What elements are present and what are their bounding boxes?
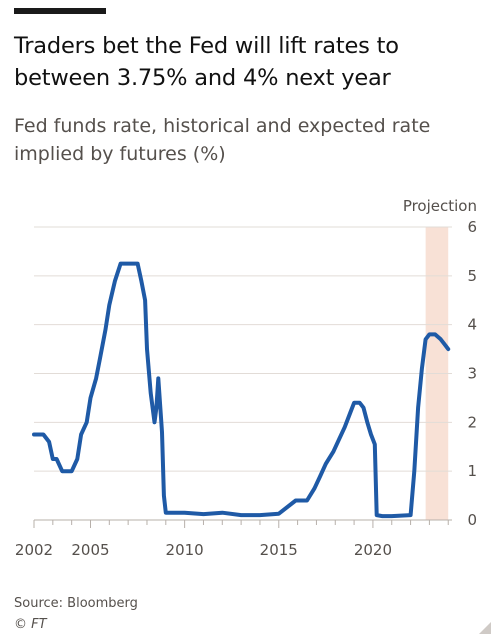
data-point — [220, 511, 224, 515]
gridlines — [34, 226, 452, 472]
tick-labels: 0 1 2 3 4 5 6 2002 2005 2010 2015 2020 — [15, 218, 477, 559]
data-point — [41, 433, 45, 436]
data-point — [299, 499, 303, 502]
data-point — [75, 457, 79, 461]
data-point — [36, 433, 40, 436]
data-point — [32, 433, 36, 436]
data-point — [416, 406, 420, 410]
data-point — [433, 332, 437, 336]
line-chart: Projection 0 1 2 3 4 5 6 2002 2005 2010 2015 2020 — [15, 197, 477, 559]
data-point — [156, 376, 160, 380]
resize-handle-icon — [479, 622, 491, 634]
y-tick-label-0: 0 — [467, 511, 477, 529]
data-point — [258, 513, 262, 517]
data-point — [145, 347, 149, 351]
data-point — [60, 469, 64, 473]
data-point — [277, 512, 281, 516]
data-point — [79, 433, 83, 436]
data-point — [358, 401, 362, 405]
data-point — [85, 420, 89, 424]
x-tick-label-2015: 2015 — [260, 541, 298, 559]
brand-bar — [14, 8, 106, 14]
data-point — [89, 396, 92, 400]
x-tick-label-2010: 2010 — [166, 541, 204, 559]
y-tick-label-4: 4 — [467, 316, 477, 334]
x-tick-label-2005: 2005 — [71, 541, 109, 559]
series-line-fed-funds — [32, 261, 451, 519]
data-point — [409, 513, 413, 517]
data-point — [318, 474, 322, 478]
data-point — [130, 262, 134, 266]
data-point — [202, 512, 205, 516]
data-point — [143, 298, 147, 302]
data-point — [439, 337, 443, 341]
chart-subtitle: Fed funds rate, historical and expected … — [14, 115, 431, 165]
data-point — [47, 440, 51, 444]
data-point — [352, 401, 356, 405]
data-point — [136, 262, 140, 266]
data-point — [424, 337, 428, 341]
data-point — [380, 514, 384, 518]
data-point — [443, 342, 446, 346]
data-point — [70, 469, 74, 473]
data-point — [305, 499, 309, 502]
data-point — [427, 332, 431, 336]
data-point — [324, 462, 328, 466]
y-tick-label-6: 6 — [467, 218, 477, 236]
data-point — [66, 469, 70, 473]
data-point — [104, 328, 107, 331]
data-point — [119, 262, 123, 266]
series-layer — [32, 261, 451, 519]
data-point — [369, 433, 373, 436]
data-point — [51, 457, 55, 461]
data-point — [154, 406, 158, 410]
projection-label: Projection — [403, 197, 477, 215]
source-note: Source: Bloomberg — [14, 596, 138, 611]
x-tick-label-2020: 2020 — [354, 541, 392, 559]
data-point — [343, 425, 347, 429]
data-point — [373, 442, 377, 446]
x-tick-label-2002: 2002 — [15, 541, 53, 559]
data-point — [55, 457, 59, 461]
data-point — [153, 420, 156, 424]
data-point — [160, 430, 164, 434]
data-point — [98, 357, 102, 361]
data-point — [337, 437, 341, 441]
data-point — [124, 262, 128, 266]
chart-title: Traders bet the Fed will lift rates to b… — [14, 33, 399, 91]
data-point — [149, 391, 153, 395]
data-point — [420, 367, 424, 371]
data-point — [390, 514, 394, 518]
data-point — [239, 513, 243, 517]
y-tick-label-2: 2 — [467, 413, 477, 431]
data-point — [162, 494, 166, 498]
data-point — [139, 279, 143, 283]
data-point — [294, 499, 298, 502]
data-point — [412, 469, 416, 473]
y-tick-label-3: 3 — [467, 365, 477, 383]
data-point — [331, 450, 335, 454]
y-tick-label-1: 1 — [467, 462, 477, 480]
data-point — [113, 279, 117, 283]
data-point — [164, 511, 168, 515]
data-point — [183, 511, 187, 515]
credit-note: © FT — [14, 617, 47, 632]
x-axis — [33, 519, 452, 528]
data-point — [348, 411, 352, 415]
data-point — [313, 486, 316, 490]
data-point — [365, 420, 369, 424]
data-point — [107, 303, 111, 307]
y-tick-label-5: 5 — [467, 267, 477, 285]
data-point — [446, 347, 450, 351]
data-point — [375, 513, 379, 517]
data-point — [94, 376, 98, 380]
data-point — [362, 406, 365, 410]
